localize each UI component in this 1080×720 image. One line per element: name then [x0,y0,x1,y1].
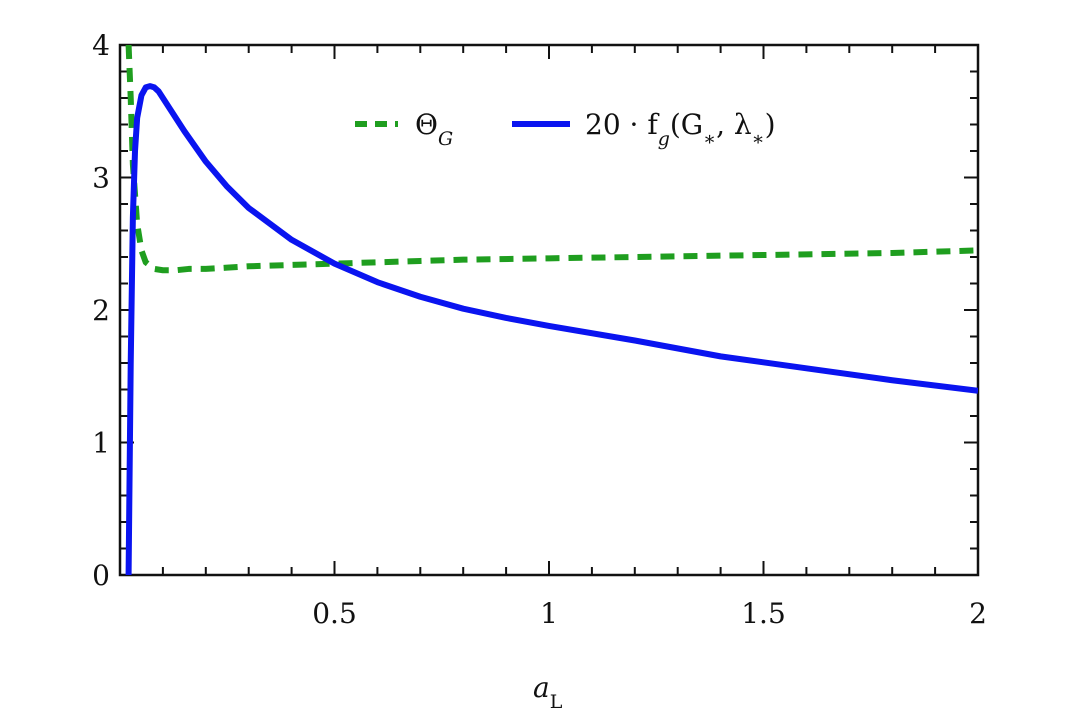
y-tick-label: 2 [92,294,110,327]
x-tick-label: 0.5 [312,597,357,630]
y-tick-label: 1 [92,427,110,460]
tick-labels: 0.5 1 1.5 2 0 1 2 3 4 [92,29,987,630]
y-tick-label: 0 [92,559,110,592]
legend: ΘG 20 · fg(G∗, λ∗) [355,108,776,150]
y-tick-label: 3 [92,162,110,195]
y-tick-label: 4 [92,29,110,62]
x-tick-label: 1 [540,597,558,630]
legend-label-fg: 20 · fg(G∗, λ∗) [585,108,776,150]
series-layer [125,45,978,575]
x-axis-label: aL [533,671,563,713]
x-tick-label: 1.5 [741,597,786,630]
legend-label-theta-g: ΘG [415,108,453,150]
x-tick-label: 2 [969,597,987,630]
series-line-fg [125,83,978,575]
series-line-theta-g [125,45,978,274]
